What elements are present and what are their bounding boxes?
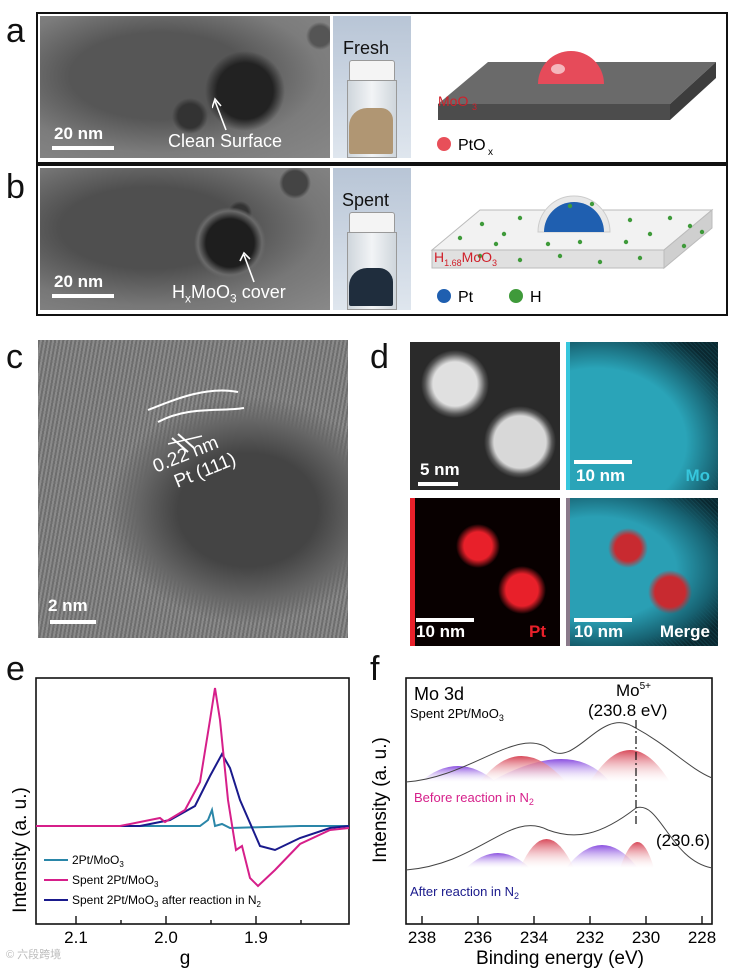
- support-label-a: MoO: [438, 93, 468, 109]
- element-label-pt: Pt: [529, 622, 546, 641]
- xps-xtick-228: 228: [688, 928, 716, 947]
- epr-xtick-2.0: 2.0: [154, 928, 178, 947]
- scale-bar-d3: [416, 618, 474, 622]
- xps-xlabel: Binding energy (eV): [476, 948, 644, 969]
- support-sub-a: 3: [472, 102, 477, 112]
- annotation-arrow-a: [212, 97, 227, 131]
- panel-label-d: d: [370, 338, 389, 376]
- annotation-arrow-b: [239, 251, 255, 283]
- epr-ylabel: Intensity (a. u.): [10, 787, 31, 913]
- panel-a-tem-image: Clean Surface 20 nm: [40, 16, 330, 158]
- svg-text:2Pt/MoO3: 2Pt/MoO3: [72, 853, 124, 869]
- xps-xtick-236: 236: [464, 928, 492, 947]
- peak2-value: (230.6): [656, 831, 710, 850]
- scale-bar-d4: [574, 618, 632, 622]
- epr-xtick-1.9: 1.9: [244, 928, 268, 947]
- peak-value: (230.8 eV): [588, 701, 667, 720]
- pt-map-tile: 10 nm Pt: [410, 498, 560, 646]
- support-label-b: H1.68MoO3: [434, 249, 497, 268]
- panel-label-b: b: [6, 168, 25, 206]
- tem-annotation-a: Clean Surface: [168, 131, 283, 151]
- scale-label-a: 20 nm: [54, 124, 104, 143]
- series-2pt-moo3: [36, 806, 349, 830]
- mo-map-tile: 10 nm Mo: [566, 342, 718, 490]
- before-label: Before reaction in N2: [414, 790, 534, 807]
- tem-annotation-b: HxMoO3 cover: [172, 282, 286, 306]
- xps-xtick-234: 234: [520, 928, 548, 947]
- panel-c-hrtem-image: 0.22 nm Pt (111) 2 nm: [38, 340, 348, 638]
- xps-chart: Intensity (a. u.) Mo 3d Spent 2Pt/MoO3 M…: [370, 677, 716, 969]
- legend-pt: Pt: [458, 289, 474, 306]
- svg-text:Spent 2Pt/MoO3: Spent 2Pt/MoO3: [72, 873, 159, 889]
- spent-powder: [349, 268, 393, 306]
- vial-cap: [349, 212, 395, 234]
- epr-chart: Intensity (a. u.) 2.1 2.0 1.9 g 2Pt/MoO3…: [10, 677, 350, 969]
- vial-photo-fresh: Fresh: [333, 16, 411, 158]
- xps-ylabel: Intensity (a. u.): [370, 737, 391, 863]
- panel-b-tem-image: HxMoO3 cover 20 nm: [40, 168, 330, 310]
- legend-ptox-sub: x: [488, 147, 493, 158]
- merge-map-tile: 10 nm Merge: [566, 498, 718, 646]
- fresh-powder: [349, 108, 393, 154]
- element-label-merge: Merge: [659, 622, 710, 641]
- scale-label-d1: 5 nm: [420, 460, 460, 479]
- legend-h: H: [530, 289, 542, 306]
- element-label-mo: Mo: [685, 466, 710, 485]
- xps-xtick-232: 232: [576, 928, 604, 947]
- panel-label-a: a: [6, 12, 25, 50]
- panel-label-e: e: [6, 650, 25, 688]
- panel-label-f: f: [370, 650, 380, 688]
- vial-cap: [349, 60, 395, 82]
- vial-label-fresh: Fresh: [343, 38, 390, 58]
- schematic-b: H1.68MoO3 Pt H: [430, 195, 714, 306]
- scale-bar-d1: [418, 482, 458, 486]
- xps-xtick-238: 238: [408, 928, 436, 947]
- scale-label-d2: 10 nm: [576, 466, 626, 485]
- lattice-annotation: [147, 389, 245, 453]
- epr-xlabel: g: [180, 948, 191, 969]
- legend-ptox: PtO: [458, 137, 486, 154]
- xps-title: Mo 3d: [414, 684, 464, 704]
- xps-xtick-230: 230: [632, 928, 660, 947]
- scale-bar-b: [52, 294, 114, 298]
- hydrogen-dots: [457, 201, 705, 265]
- watermark: © 六段跨境: [6, 949, 62, 961]
- after-label: After reaction in N2: [410, 884, 519, 901]
- scale-bar-c: [50, 620, 96, 624]
- scale-label-b: 20 nm: [54, 272, 104, 291]
- panel-label-c: c: [6, 338, 23, 376]
- schematic-a: MoO 3 PtO x: [437, 51, 716, 158]
- epr-xtick-2.1: 2.1: [64, 928, 88, 947]
- xps-subtitle: Spent 2Pt/MoO3: [410, 706, 504, 723]
- scale-bar-a: [52, 146, 114, 150]
- vial-label-spent: Spent: [342, 190, 390, 210]
- peak-label: Mo5+: [616, 681, 651, 700]
- series-spent-after-n2: [36, 751, 350, 852]
- vial-photo-spent: Spent: [333, 168, 411, 310]
- series-spent: [36, 687, 350, 888]
- haadf-tile: 5 nm: [410, 342, 560, 490]
- scale-label-d3: 10 nm: [416, 622, 466, 641]
- scale-bar-d2: [574, 460, 632, 464]
- epr-legend: 2Pt/MoO3 Spent 2Pt/MoO3 Spent 2Pt/MoO3 a…: [44, 853, 262, 909]
- scale-label-d4: 10 nm: [574, 622, 624, 641]
- svg-text:Spent 2Pt/MoO3 after reaction: Spent 2Pt/MoO3 after reaction in N2: [72, 893, 262, 909]
- scale-label-c: 2 nm: [48, 596, 88, 615]
